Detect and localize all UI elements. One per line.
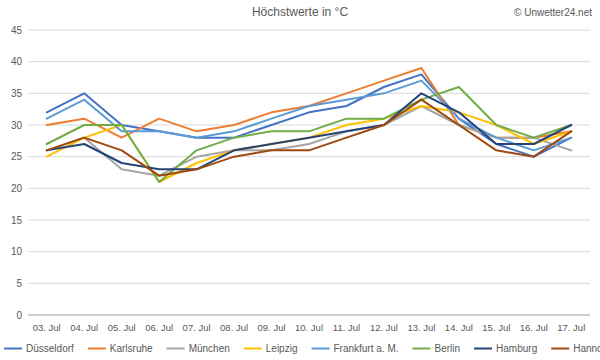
legend-swatch <box>244 348 262 350</box>
y-tick-label: 35 <box>11 88 23 99</box>
legend-swatch <box>551 348 569 350</box>
x-tick-label: 03. Jul <box>33 322 61 333</box>
legend-swatch <box>311 348 329 350</box>
series-line <box>47 93 572 169</box>
legend-label: Düsseldorf <box>26 343 74 354</box>
grid-line <box>28 220 590 221</box>
background <box>0 0 600 360</box>
chart: Höchstwerte in °C © Unwetter24.net 0 5 10 15 2… <box>0 0 600 360</box>
grid-line <box>28 61 590 62</box>
y-tick-label: 30 <box>11 120 23 131</box>
legend: Düsseldorf Karlsruhe München Leipzig Frankfu… <box>4 343 600 354</box>
series-line <box>47 106 572 182</box>
legend-swatch <box>412 348 430 350</box>
legend-label: München <box>189 343 230 354</box>
legend-label: Hamburg <box>496 343 537 354</box>
x-tick-label: 05. Jul <box>108 322 136 333</box>
y-tick-label: 5 <box>16 278 22 289</box>
y-tick-label: 15 <box>11 215 23 226</box>
grid-line <box>28 156 590 157</box>
grid-line <box>28 251 590 252</box>
y-tick-label: 40 <box>11 56 23 67</box>
y-tick-label: 20 <box>11 183 23 194</box>
y-tick-label: 0 <box>16 310 22 321</box>
x-tick-label: 14. Jul <box>445 322 473 333</box>
annotation: © Unwetter24.net <box>514 7 592 18</box>
legend-swatch <box>167 348 185 350</box>
title: Höchstwerte in °C <box>252 5 348 19</box>
legend-swatch <box>474 348 492 350</box>
x-axis <box>28 315 590 316</box>
grid-line <box>28 188 590 189</box>
x-tick-label: 17. Jul <box>557 322 585 333</box>
grid-line <box>28 315 590 316</box>
legend-label: Hannover <box>573 343 600 354</box>
legend-label: Leipzig <box>266 343 298 354</box>
series-line <box>47 68 572 138</box>
x-tick-label: 10. Jul <box>295 322 323 333</box>
x-tick-label: 16. Jul <box>520 322 548 333</box>
x-tick-label: 04. Jul <box>70 322 98 333</box>
x-tick-label: 08. Jul <box>220 322 248 333</box>
legend-swatch <box>88 348 106 350</box>
x-tick-label: 11. Jul <box>333 322 360 333</box>
plot-area <box>47 68 572 182</box>
x-tick-label: 13. Jul <box>407 322 435 333</box>
x-tick-label: 07. Jul <box>183 322 211 333</box>
y-tick-label: 45 <box>11 25 23 36</box>
grid-line <box>28 30 590 31</box>
legend-swatch <box>4 348 22 350</box>
y-tick-label: 10 <box>11 246 23 257</box>
x-tick-label: 15. Jul <box>482 322 510 333</box>
y-tick-label: 25 <box>11 151 23 162</box>
legend-label: Frankfurt a. M. <box>333 343 398 354</box>
series-line <box>47 100 572 176</box>
legend-label: Berlin <box>434 343 460 354</box>
x-tick-label: 09. Jul <box>258 322 286 333</box>
series-line <box>47 87 572 182</box>
grid-line <box>28 283 590 284</box>
grid-line <box>28 93 590 94</box>
x-tick-label: 12. Jul <box>370 322 398 333</box>
legend-label: Karlsruhe <box>110 343 153 354</box>
x-tick-label: 06. Jul <box>145 322 173 333</box>
